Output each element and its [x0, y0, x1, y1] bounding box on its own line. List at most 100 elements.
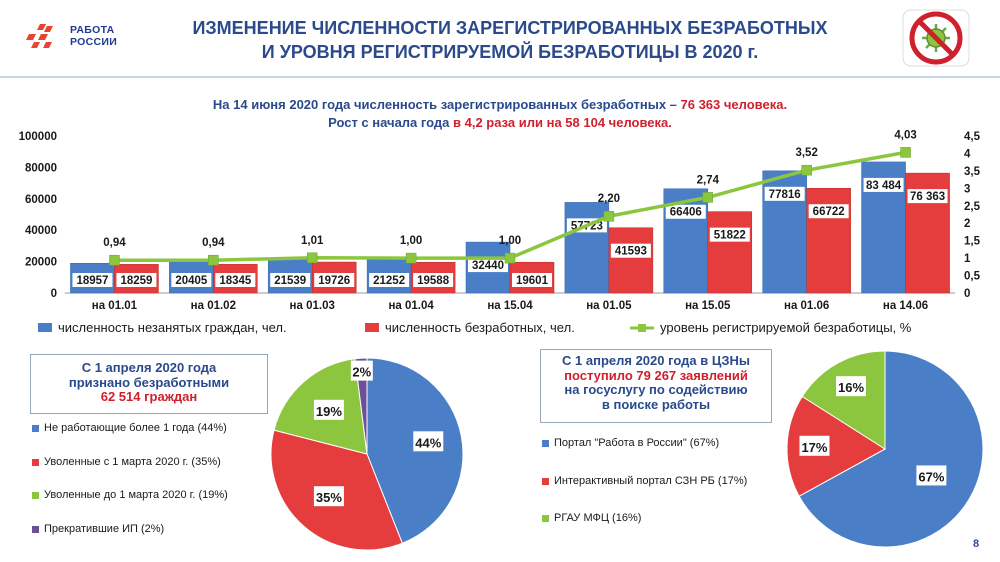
title-line1: ИЗМЕНЕНИЕ ЧИСЛЕННОСТИ ЗАРЕГИСТРИРОВАННЫХ… — [192, 18, 828, 38]
rate-value-label: 2,74 — [697, 174, 720, 186]
bar-value-labels: 18957 18259 20405 18345 21539 19726 21252 19588… — [72, 177, 948, 287]
rate-value-label: 1,00 — [400, 235, 422, 247]
summary-line1-a: На 14 июня 2020 года численность зарегис… — [212, 97, 681, 112]
pie-slice-label: 17% — [801, 440, 827, 455]
pie-slice-label: 35% — [316, 490, 342, 505]
box1-line1: С 1 апреля 2020 года — [81, 360, 217, 375]
applications-info-box: С 1 апреля 2020 года в ЦЗНы поступило 79… — [540, 349, 772, 423]
pie-slice-label: 67% — [918, 469, 944, 484]
right-tick-label: 3,5 — [964, 166, 981, 178]
bar-label-bg — [270, 273, 311, 287]
bar-label-bg — [863, 177, 904, 192]
rate-point — [801, 164, 812, 176]
bar-unemployed — [608, 227, 654, 294]
bar-line-chart: 0 20000 40000 60000 80000 100000 0 0,5 1 1,5 2 2,5… — [19, 129, 981, 312]
page-number: 8 — [973, 538, 980, 550]
left-axis-ticks: 0 20000 40000 60000 80000 100000 — [19, 131, 57, 300]
right-tick-label: 1,5 — [964, 236, 981, 248]
legend-swatch-red — [365, 323, 379, 332]
pie-slice — [798, 350, 984, 548]
bar-unemployed-value: 18345 — [219, 275, 252, 287]
right-tick-label: 0 — [964, 288, 970, 300]
bar-unoccupied-value: 66406 — [670, 207, 702, 219]
bar-unemployed — [707, 211, 753, 294]
box2-line1: С 1 апреля 2020 года в ЦЗНы — [562, 353, 750, 368]
rate-line: 0,94 0,94 1,01 1,00 1,00 2,20 2,74 3,52 4,03 — [103, 129, 917, 266]
left-tick-label: 100000 — [19, 131, 57, 143]
rate-point — [504, 252, 516, 264]
rate-value-label: 1,00 — [499, 235, 521, 247]
x-tick-label: на 14.06 — [883, 300, 928, 312]
no-virus-icon — [902, 9, 970, 67]
pie-chart-application-channels: 67% 17% 16% — [786, 350, 984, 548]
rate-point — [603, 210, 615, 222]
x-tick-label: на 15.04 — [487, 300, 533, 312]
pie-label-bg — [916, 465, 947, 486]
bar-unemployed-value: 41593 — [615, 246, 647, 258]
rate-value-label: 0,94 — [202, 237, 225, 249]
legend-label-unoccupied: численность незанятых граждан, чел. — [58, 320, 287, 335]
pie1-legend-swatch-2 — [32, 491, 39, 499]
bar-label-bg — [468, 258, 508, 273]
pie-slice — [786, 395, 886, 497]
legend-item-unoccupied: численность незанятых граждан, чел. — [38, 320, 287, 335]
bar-unoccupied-value: 18957 — [76, 275, 108, 287]
x-tick-label: на 01.03 — [290, 300, 335, 312]
box1-line3: 62 514 граждан — [100, 389, 198, 404]
bar-unoccupied — [564, 202, 610, 294]
bar-label-bg — [808, 204, 849, 219]
pie-label-bg — [799, 435, 830, 456]
pie2-legend-swatch-1 — [542, 477, 549, 485]
unemployed-info-box: С 1 апреля 2020 года признано безработны… — [30, 354, 268, 414]
legend-label-unemployed: численность безработных, чел. — [385, 320, 575, 335]
bar-unoccupied-value: 83 484 — [866, 180, 902, 192]
pie2-legend-item-0: Портал "Работа в России" (67%) — [542, 437, 719, 449]
pie2-legend-swatch-2 — [542, 514, 549, 522]
rate-value-label: 3,52 — [795, 147, 817, 159]
bar-unemployed-value: 19601 — [516, 275, 549, 287]
bar-label-bg — [215, 273, 256, 287]
logo-line2: РОССИИ — [70, 36, 118, 48]
bar-unemployed-value: 19588 — [417, 275, 450, 287]
pie-slice-label: 44% — [415, 435, 441, 450]
page-title: ИЗМЕНЕНИЕ ЧИСЛЕННОСТИ ЗАРЕГИСТРИРОВАННЫХ… — [150, 16, 870, 64]
pie2-legend-swatch-0 — [542, 439, 549, 447]
pie-label-bg — [350, 360, 373, 381]
pie2-legend-item-2: РГАУ МФЦ (16%) — [542, 512, 641, 524]
right-tick-label: 4,5 — [964, 131, 981, 143]
box1-line2: признано безработными — [68, 374, 230, 390]
x-tick-label: на 01.05 — [586, 300, 632, 312]
pie1-legend-swatch-1 — [32, 458, 39, 466]
pie1-legend-label-1: Уволенные с 1 марта 2020 г. (35%) — [44, 456, 221, 468]
rate-value-label: 1,01 — [301, 235, 324, 247]
right-tick-label: 0,5 — [964, 271, 981, 283]
rate-value-label: 4,03 — [894, 129, 916, 141]
bar-unemployed — [806, 187, 851, 294]
bar-label-bg — [512, 273, 552, 287]
bar-label-bg — [116, 273, 157, 287]
legend-swatch-blue — [38, 323, 52, 332]
bar-label-bg — [907, 189, 948, 204]
rate-point — [405, 252, 417, 264]
summary-line1-b: 76 363 человека. — [680, 97, 788, 112]
pie-slice — [801, 350, 886, 450]
rate-point — [208, 254, 219, 266]
pie-label-bg — [313, 399, 344, 420]
bar-unoccupied-value: 21252 — [373, 275, 405, 287]
logo-line1: РАБОТА — [70, 24, 115, 36]
pie2-legend-label-1: Интерактивный портал СЗН РБ (17%) — [554, 475, 748, 487]
box2-line4: в поиске работы — [601, 396, 711, 412]
header: РАБОТА РОССИИ ИЗМЕНЕНИЕ ЧИСЛЕННОСТИ ЗАРЕ… — [0, 0, 1000, 78]
left-tick-label: 0 — [51, 288, 57, 300]
rate-point — [109, 254, 120, 266]
left-tick-label: 60000 — [25, 194, 57, 206]
left-tick-label: 80000 — [25, 162, 57, 174]
rate-point — [900, 147, 911, 158]
pie2-legend-item-1: Интерактивный портал СЗН РБ (17%) — [542, 475, 747, 487]
pie1-legend-item-2: Уволенные до 1 марта 2020 г. (19%) — [32, 489, 228, 501]
pie1-legend-item-0: Не работающие более 1 года (44%) — [32, 422, 227, 434]
pie1-legend-label-3: Прекратившие ИП (2%) — [44, 523, 165, 535]
bar-unemployed-value: 51822 — [714, 230, 746, 242]
box2-line3: на госуслугу по содействию — [564, 382, 748, 397]
bar-unemployed-value: 19726 — [318, 275, 350, 287]
